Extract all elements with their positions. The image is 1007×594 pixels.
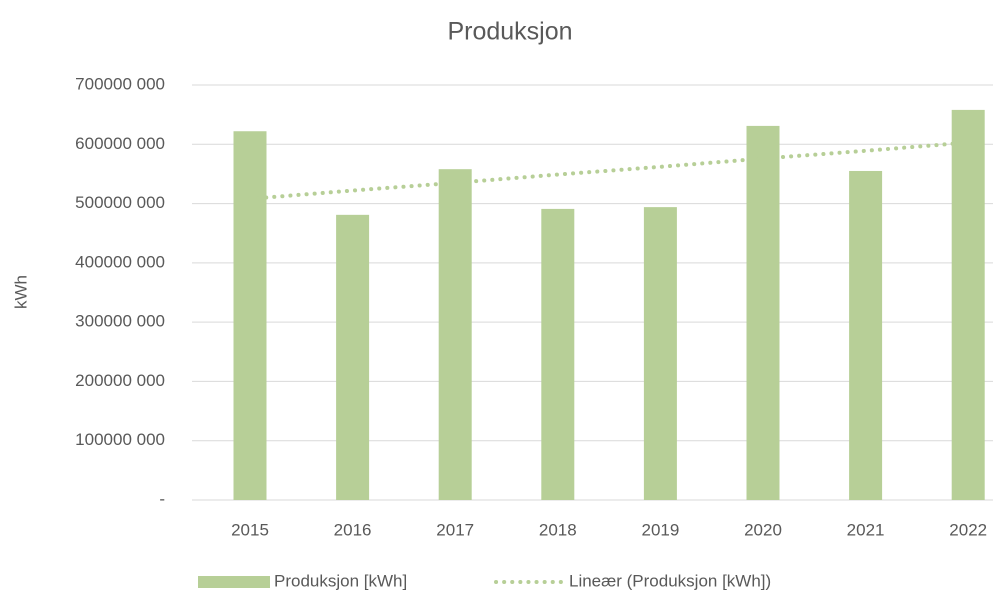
bar	[951, 109, 985, 501]
y-tick-label: 500000 000	[75, 193, 165, 212]
x-tick-label: 2016	[334, 520, 372, 539]
y-tick-label: -	[159, 489, 165, 508]
bar	[336, 214, 370, 501]
legend-label: Lineær (Produksjon [kWh])	[569, 571, 771, 590]
y-tick-label: 100000 000	[75, 430, 165, 449]
bar	[849, 170, 883, 500]
bar	[541, 208, 575, 500]
x-tick-label: 2020	[744, 520, 782, 539]
y-tick-label: 300000 000	[75, 312, 165, 331]
bar	[746, 125, 780, 501]
legend-label: Produksjon [kWh]	[274, 571, 407, 590]
trend-line	[248, 140, 971, 201]
y-tick-label: 700000 000	[75, 74, 165, 93]
x-tick-label: 2015	[231, 520, 269, 539]
y-tick-label: 200000 000	[75, 371, 165, 390]
x-tick-label: 2022	[949, 520, 987, 539]
chart-title: Produksjon	[447, 18, 572, 46]
x-tick-label: 2018	[539, 520, 577, 539]
x-tick-label: 2021	[847, 520, 885, 539]
x-tick-label: 2019	[641, 520, 679, 539]
bar	[643, 207, 677, 500]
legend-swatch	[198, 576, 270, 588]
y-tick-label: 600000 000	[75, 134, 165, 153]
y-tick-label: 400000 000	[75, 252, 165, 271]
bar	[438, 169, 472, 500]
y-axis-label: kWh	[11, 275, 30, 309]
x-tick-label: 2017	[436, 520, 474, 539]
bar	[233, 131, 267, 500]
